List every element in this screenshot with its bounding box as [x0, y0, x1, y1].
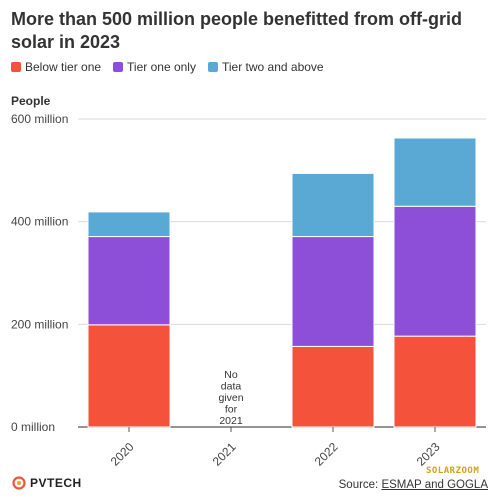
legend-label-tier-one-only: Tier one only: [127, 60, 196, 74]
no-data-note-line: data: [221, 381, 242, 393]
y-tick-label: 0 million: [11, 420, 55, 434]
bar-segment: [87, 324, 171, 428]
legend-item-tier-one-only: Tier one only: [113, 60, 196, 74]
bar-segment: [393, 335, 477, 428]
x-tick-label: 2022: [312, 440, 341, 469]
source-link[interactable]: ESMAP and GOGLA: [381, 479, 488, 491]
watermark: SOLARZOOM: [426, 466, 480, 476]
bar-segment: [291, 236, 375, 347]
no-data-note-line: for: [225, 404, 238, 416]
bar-segment: [393, 205, 477, 337]
y-axis-title: People: [11, 94, 51, 108]
chart-title: More than 500 million people benefitted …: [11, 9, 463, 52]
legend-swatch-tier-one-only: [113, 62, 124, 72]
no-data-note-line: given: [218, 392, 243, 404]
legend-item-below-tier-one: Below tier one: [11, 60, 101, 74]
pvtech-logo: PVTECH: [12, 476, 82, 490]
y-tick-label: 400 million: [11, 215, 68, 229]
bar-segment: [393, 137, 477, 207]
legend-swatch-tier-two-and-above: [207, 62, 218, 72]
legend-label-tier-two-and-above: Tier two and above: [221, 60, 324, 74]
no-data-note-line: 2021: [219, 415, 243, 427]
legend-item-tier-two-and-above: Tier two and above: [207, 60, 324, 74]
x-tick-label: 2023: [414, 440, 443, 469]
no-data-note-line: No: [224, 369, 238, 381]
x-tick-label: 2020: [108, 440, 137, 469]
source-prefix: Source:: [338, 479, 382, 491]
y-tick-label: 200 million: [11, 317, 68, 331]
source-note: Source: ESMAP and GOGLA: [339, 479, 488, 491]
legend-label-below-tier-one: Below tier one: [25, 60, 102, 74]
sun-logo-icon: [12, 476, 26, 490]
bar-segment: [87, 211, 171, 238]
bar-segment: [291, 345, 375, 428]
legend: Below tier one Tier one only Tier two an…: [11, 60, 324, 74]
logo-text: PVTECH: [30, 476, 82, 490]
bar-segment: [87, 236, 171, 326]
y-tick-label: 600 million: [11, 112, 68, 126]
bar-segment: [291, 172, 375, 238]
x-tick-label: 2021: [210, 440, 239, 469]
legend-swatch-below-tier-one: [11, 62, 21, 72]
